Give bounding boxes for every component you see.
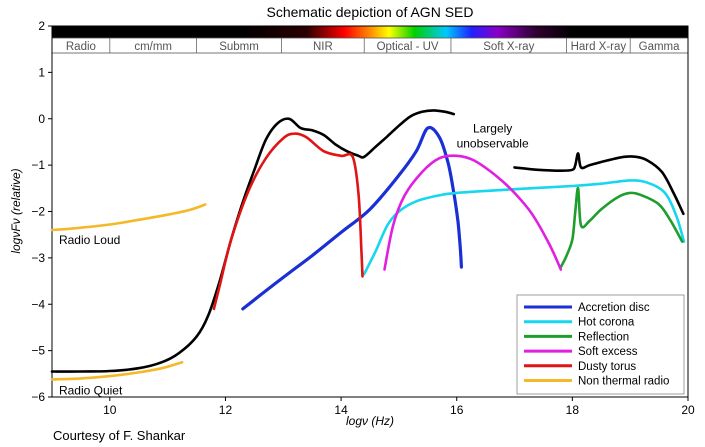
y-tick-label: −6 [31, 390, 45, 404]
band-label: Radio [66, 41, 96, 53]
band-label: Gamma [639, 41, 681, 53]
y-axis-label: logνFν (relative) [9, 168, 23, 253]
y-tick-label: −4 [31, 297, 45, 311]
band-label: Optical - UV [377, 41, 439, 53]
band-label: Submm [219, 41, 259, 53]
y-tick-label: 0 [38, 112, 45, 126]
series-dusty-torus-line [212, 132, 364, 311]
annotation-text: Radio Quiet [59, 384, 123, 398]
y-tick-label: −1 [31, 158, 45, 172]
legend-label: Accretion disc [578, 302, 650, 314]
x-tick-label: 14 [334, 403, 348, 417]
series-accretion-disc-line [241, 125, 463, 311]
annotation-text: Largely [473, 122, 512, 136]
legend-box [516, 294, 685, 395]
spectrum-color-strip [52, 26, 688, 38]
x-tick-label: 12 [219, 403, 233, 417]
band-label: NIR [313, 41, 333, 53]
legend-label: Dusty torus [578, 361, 636, 373]
series-layer [50, 109, 686, 381]
x-tick-label: 20 [681, 403, 695, 417]
x-tick-label: 10 [103, 403, 117, 417]
legend-label: Soft excess [578, 346, 638, 358]
band-label: Soft X-ray [483, 41, 534, 53]
legend-label: Non thermal radio [578, 376, 669, 388]
spectrum-band-bar: Radio cm/mm Submm NIR Optical - UV Soft X-ray… [51, 26, 689, 54]
x-tick-label: 16 [450, 403, 464, 417]
y-tick-label: −2 [31, 205, 45, 219]
band-label: cm/mm [134, 41, 172, 53]
y-tick-label: −3 [31, 251, 45, 265]
chart-title: Schematic depiction of AGN SED [267, 4, 474, 20]
series-soft-excess-line [383, 154, 563, 271]
legend-label: Hot corona [578, 317, 635, 329]
x-tick-label: 18 [566, 403, 580, 417]
band-label: Hard X-ray [571, 41, 627, 53]
series-non-thermal-radio-line [50, 203, 207, 232]
x-axis: 10 12 14 16 18 20 [103, 397, 695, 417]
x-axis-label: logν (Hz) [346, 414, 394, 428]
y-tick-label: 1 [38, 65, 45, 79]
series-hot-corona-line [362, 179, 686, 276]
series-non-thermal-radio-line [50, 360, 184, 381]
credit-text: Courtesy of F. Shankar [53, 428, 186, 443]
annotation-text: Radio Loud [59, 233, 120, 247]
series-total-sed-line [50, 109, 456, 373]
series-reflection-line [559, 186, 684, 269]
y-tick-label: −5 [31, 344, 45, 358]
legend: Accretion disc Hot corona Reflection Soft e… [516, 294, 685, 395]
y-axis: −6 −5 −4 −3 −2 −1 0 1 2 [31, 19, 52, 404]
y-tick-label: 2 [38, 19, 45, 33]
series-total-sed-line [513, 152, 685, 216]
annotation-text: unobservable [457, 137, 529, 151]
legend-label: Reflection [578, 331, 629, 343]
